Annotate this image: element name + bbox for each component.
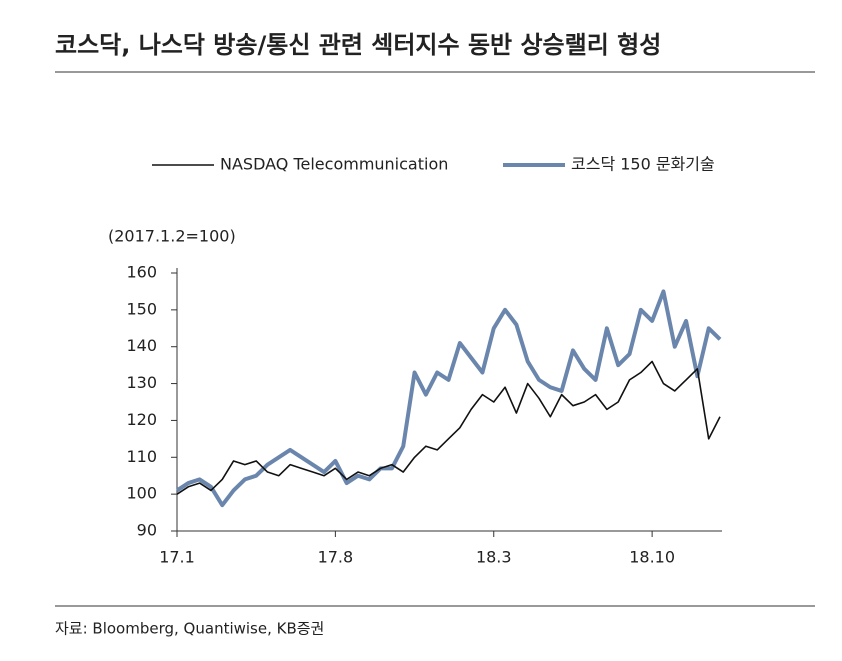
y-tick-label: 100	[126, 484, 157, 503]
x-tick-label: 17.8	[318, 548, 354, 567]
y-tick-label: 140	[126, 336, 157, 355]
x-tick-label: 18.10	[629, 548, 675, 567]
x-tick-label: 18.3	[476, 548, 512, 567]
legend-label: NASDAQ Telecommunication	[220, 155, 448, 174]
source: 자료: Bloomberg, Quantiwise, KB증권	[55, 620, 324, 638]
x-tick-label: 17.1	[159, 548, 195, 567]
y-tick-label: 120	[126, 410, 157, 429]
title: 코스닥, 나스닥 방송/통신 관련 섹터지수 동반 상승랠리 형성	[55, 31, 661, 59]
y-tick-label: 130	[126, 373, 157, 392]
legend-label: 코스닥 150 문화기술	[571, 155, 715, 174]
y-tick-label: 150	[126, 299, 157, 318]
y-tick-label: 90	[137, 521, 157, 540]
series-line	[176, 360, 721, 495]
series-line	[175, 289, 722, 508]
y-tick-label: 110	[126, 447, 157, 466]
y-tick-label: 160	[126, 263, 157, 282]
y-axis-label: (2017.1.2=100)	[108, 227, 236, 246]
